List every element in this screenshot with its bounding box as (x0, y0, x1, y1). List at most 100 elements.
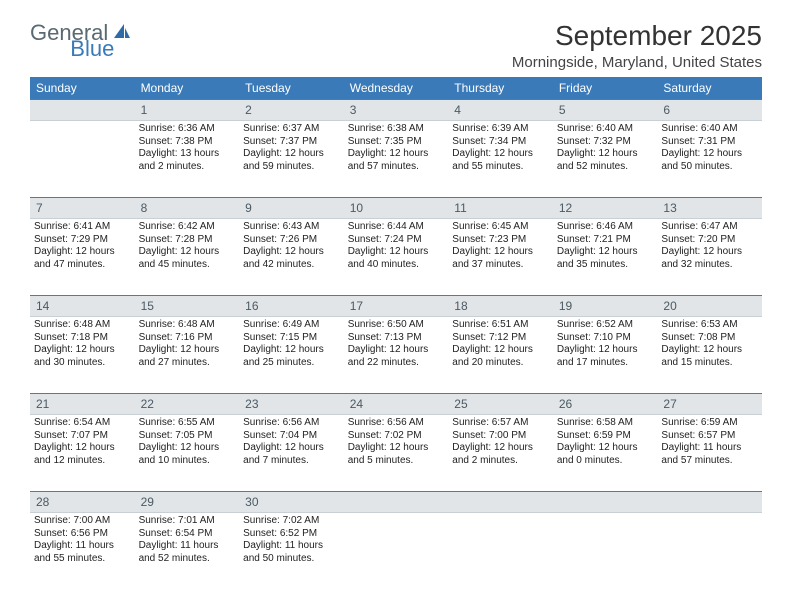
sun-line-ss: Sunset: 7:21 PM (557, 234, 654, 247)
day-cell (553, 513, 658, 589)
sun-line-ss: Sunset: 7:26 PM (243, 234, 340, 247)
day-header-cell: Friday (553, 77, 658, 99)
sun-line-sr: Sunrise: 6:51 AM (452, 319, 549, 332)
day-cell: Sunrise: 6:47 AMSunset: 7:20 PMDaylight:… (657, 219, 762, 295)
day-cell: Sunrise: 6:42 AMSunset: 7:28 PMDaylight:… (135, 219, 240, 295)
day-cell: Sunrise: 6:51 AMSunset: 7:12 PMDaylight:… (448, 317, 553, 393)
day-number-cell: 30 (239, 491, 344, 513)
sun-line-ss: Sunset: 7:02 PM (348, 430, 445, 443)
sun-line-d2: and 52 minutes. (557, 161, 654, 174)
week-number-row: 78910111213 (30, 197, 762, 219)
sun-line-sr: Sunrise: 6:37 AM (243, 123, 340, 136)
sun-line-ss: Sunset: 7:31 PM (661, 136, 758, 149)
week-number-row: 14151617181920 (30, 295, 762, 317)
sun-line-sr: Sunrise: 6:40 AM (557, 123, 654, 136)
day-cell: Sunrise: 6:40 AMSunset: 7:32 PMDaylight:… (553, 121, 658, 197)
day-number-cell: 27 (657, 393, 762, 415)
week-content-row: Sunrise: 6:54 AMSunset: 7:07 PMDaylight:… (30, 415, 762, 491)
day-cell: Sunrise: 6:48 AMSunset: 7:16 PMDaylight:… (135, 317, 240, 393)
day-cell: Sunrise: 6:40 AMSunset: 7:31 PMDaylight:… (657, 121, 762, 197)
sun-line-d1: Daylight: 12 hours (34, 246, 131, 259)
sun-line-ss: Sunset: 7:37 PM (243, 136, 340, 149)
week-number-row: 123456 (30, 99, 762, 121)
day-header-cell: Monday (135, 77, 240, 99)
sun-line-ss: Sunset: 7:04 PM (243, 430, 340, 443)
sun-line-d2: and 45 minutes. (139, 259, 236, 272)
sun-line-d2: and 30 minutes. (34, 357, 131, 370)
sun-line-ss: Sunset: 6:52 PM (243, 528, 340, 541)
day-number-cell: 29 (135, 491, 240, 513)
day-number-cell: 4 (448, 99, 553, 121)
sun-line-d1: Daylight: 12 hours (348, 246, 445, 259)
day-cell (657, 513, 762, 589)
location: Morningside, Maryland, United States (512, 54, 762, 71)
day-number: 18 (454, 299, 467, 313)
day-number: 28 (36, 495, 49, 509)
day-cell: Sunrise: 6:54 AMSunset: 7:07 PMDaylight:… (30, 415, 135, 491)
sun-line-ss: Sunset: 7:28 PM (139, 234, 236, 247)
calendar: SundayMondayTuesdayWednesdayThursdayFrid… (0, 77, 792, 589)
logo-sail-icon (112, 22, 132, 45)
day-number-cell: 20 (657, 295, 762, 317)
month-title: September 2025 (512, 20, 762, 52)
day-number-cell: 5 (553, 99, 658, 121)
day-cell: Sunrise: 6:39 AMSunset: 7:34 PMDaylight:… (448, 121, 553, 197)
day-number: 30 (245, 495, 258, 509)
day-cell: Sunrise: 7:02 AMSunset: 6:52 PMDaylight:… (239, 513, 344, 589)
day-header-cell: Sunday (30, 77, 135, 99)
sun-line-sr: Sunrise: 7:00 AM (34, 515, 131, 528)
sun-line-sr: Sunrise: 6:48 AM (34, 319, 131, 332)
sun-line-d1: Daylight: 12 hours (243, 442, 340, 455)
sun-line-sr: Sunrise: 6:56 AM (348, 417, 445, 430)
day-cell: Sunrise: 6:37 AMSunset: 7:37 PMDaylight:… (239, 121, 344, 197)
day-number: 13 (663, 201, 676, 215)
sun-line-ss: Sunset: 7:00 PM (452, 430, 549, 443)
day-number: 12 (559, 201, 572, 215)
sun-line-d2: and 12 minutes. (34, 455, 131, 468)
logo: General Blue (30, 20, 180, 46)
sun-line-ss: Sunset: 7:35 PM (348, 136, 445, 149)
sun-line-ss: Sunset: 7:12 PM (452, 332, 549, 345)
day-number-cell: 17 (344, 295, 449, 317)
sun-line-d2: and 47 minutes. (34, 259, 131, 272)
day-number: 21 (36, 397, 49, 411)
header: General Blue September 2025 Morningside,… (0, 0, 792, 77)
day-number: 17 (350, 299, 363, 313)
sun-line-d1: Daylight: 12 hours (557, 148, 654, 161)
day-number: 14 (36, 299, 49, 313)
sun-line-ss: Sunset: 7:20 PM (661, 234, 758, 247)
week-content-row: Sunrise: 6:36 AMSunset: 7:38 PMDaylight:… (30, 121, 762, 197)
day-cell: Sunrise: 6:48 AMSunset: 7:18 PMDaylight:… (30, 317, 135, 393)
day-number-cell: 26 (553, 393, 658, 415)
day-cell: Sunrise: 7:00 AMSunset: 6:56 PMDaylight:… (30, 513, 135, 589)
sun-line-sr: Sunrise: 6:41 AM (34, 221, 131, 234)
sun-line-d2: and 50 minutes. (243, 553, 340, 566)
day-cell (448, 513, 553, 589)
day-number: 8 (141, 201, 148, 215)
day-cell (30, 121, 135, 197)
day-number: 27 (663, 397, 676, 411)
sun-line-d2: and 40 minutes. (348, 259, 445, 272)
sun-line-sr: Sunrise: 6:36 AM (139, 123, 236, 136)
week-content-row: Sunrise: 7:00 AMSunset: 6:56 PMDaylight:… (30, 513, 762, 589)
day-number: 24 (350, 397, 363, 411)
week-content-row: Sunrise: 6:48 AMSunset: 7:18 PMDaylight:… (30, 317, 762, 393)
day-number-cell: 12 (553, 197, 658, 219)
day-number-cell: 25 (448, 393, 553, 415)
day-cell: Sunrise: 6:49 AMSunset: 7:15 PMDaylight:… (239, 317, 344, 393)
day-number-cell: 2 (239, 99, 344, 121)
sun-line-d2: and 2 minutes. (452, 455, 549, 468)
sun-line-sr: Sunrise: 7:02 AM (243, 515, 340, 528)
day-cell (344, 513, 449, 589)
sun-line-ss: Sunset: 7:24 PM (348, 234, 445, 247)
sun-line-d1: Daylight: 12 hours (139, 246, 236, 259)
sun-line-sr: Sunrise: 6:42 AM (139, 221, 236, 234)
sun-line-sr: Sunrise: 6:44 AM (348, 221, 445, 234)
day-cell: Sunrise: 6:55 AMSunset: 7:05 PMDaylight:… (135, 415, 240, 491)
day-number-cell: 16 (239, 295, 344, 317)
sun-line-ss: Sunset: 6:57 PM (661, 430, 758, 443)
sun-line-d1: Daylight: 12 hours (348, 442, 445, 455)
day-cell: Sunrise: 7:01 AMSunset: 6:54 PMDaylight:… (135, 513, 240, 589)
sun-line-d1: Daylight: 12 hours (348, 148, 445, 161)
sun-line-ss: Sunset: 7:08 PM (661, 332, 758, 345)
